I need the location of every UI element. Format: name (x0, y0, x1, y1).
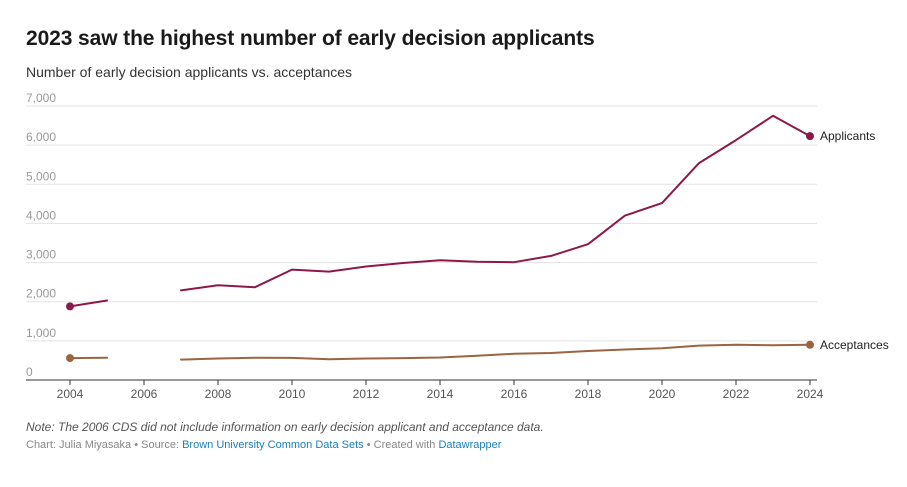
x-tick-label: 2008 (205, 387, 232, 401)
acceptances-line (180, 343, 811, 361)
y-tick-label: 0 (26, 365, 33, 379)
y-tick-label: 6,000 (26, 130, 56, 144)
y-tick-label: 1,000 (26, 326, 56, 340)
acceptances-point (66, 354, 74, 363)
y-tick-label: 2,000 (26, 287, 56, 301)
y-tick-label: 4,000 (26, 208, 56, 222)
applicants-point (66, 302, 74, 311)
x-tick-label: 2004 (57, 387, 84, 401)
footer-separator-tool: • Created with (363, 439, 439, 451)
x-tick-label: 2012 (353, 387, 380, 401)
x-tick-label: 2024 (797, 387, 824, 401)
y-tick-label: 7,000 (26, 91, 56, 105)
datawrapper-link[interactable]: Datawrapper (438, 439, 502, 451)
x-tick-label: 2010 (279, 387, 306, 401)
applicants-series-label: Applicants (820, 129, 875, 143)
applicants-line (180, 114, 811, 292)
y-tick-label: 5,000 (26, 169, 56, 183)
chart-subtitle: Number of early decision applicants vs. … (26, 64, 353, 80)
acceptances-series-label: Acceptances (820, 338, 889, 352)
chart-title: 2023 saw the highest number of early dec… (26, 27, 595, 50)
x-tick-label: 2018 (575, 387, 602, 401)
x-tick-label: 2014 (427, 387, 454, 401)
x-tick-label: 2020 (649, 387, 676, 401)
chart-note: Note: The 2006 CDS did not include infor… (26, 420, 544, 434)
y-tick-label: 3,000 (26, 248, 56, 262)
line-chart: 0 1,000 2,000 3,000 4,000 5,000 6,000 7,000 2004… (26, 91, 889, 401)
applicants-line (69, 299, 108, 308)
acceptances-point (806, 340, 814, 349)
applicants-point (806, 132, 814, 141)
x-tick-label: 2016 (501, 387, 528, 401)
x-tick-label: 2022 (723, 387, 750, 401)
source-link[interactable]: Brown University Common Data Sets (182, 439, 364, 451)
x-tick-label: 2006 (131, 387, 158, 401)
footer-author: Chart: Julia Miyasaka (26, 439, 132, 451)
footer-separator-source: • Source: (131, 439, 183, 451)
chart-footer: Chart: Julia Miyasaka • Source: Brown Un… (26, 439, 501, 451)
